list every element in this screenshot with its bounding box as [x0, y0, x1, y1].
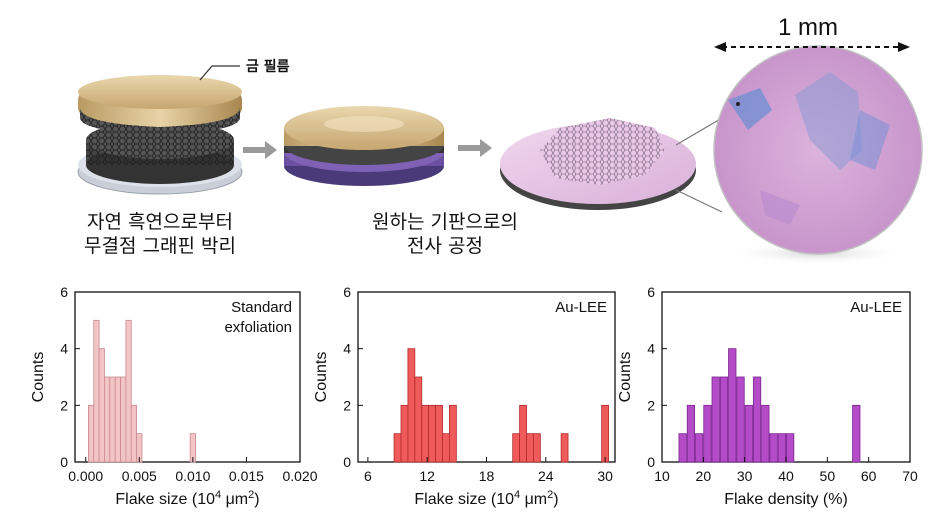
histogram-bar — [533, 433, 541, 463]
histogram-bar — [786, 433, 795, 463]
x-tick-label: 0.010 — [175, 468, 210, 484]
histogram-bar — [703, 404, 712, 463]
histogram-bar — [744, 404, 753, 463]
histogram-bar — [736, 376, 745, 463]
y-axis-label: Counts — [617, 352, 634, 403]
y-axis-label: Counts — [30, 352, 47, 403]
histogram-bar — [519, 404, 527, 463]
y-tick-label: 4 — [647, 341, 655, 357]
step2-caption-line2: 전사 공정 — [407, 235, 483, 257]
histogram-bar — [435, 404, 443, 463]
histogram-bar — [87, 404, 95, 463]
process-illustration — [77, 42, 923, 265]
histogram-bar — [686, 404, 696, 463]
histogram-bar — [752, 376, 762, 463]
step2-caption: 원하는 기판으로의 전사 공정 — [325, 210, 565, 258]
x-tick-label: 0.015 — [229, 468, 264, 484]
chart-annotation: Standard — [231, 299, 292, 316]
x-tick-label: 30 — [737, 468, 753, 484]
histogram-bar — [512, 433, 521, 463]
y-tick-label: 0 — [647, 454, 655, 470]
histogram-bar — [109, 376, 116, 463]
y-tick-label: 2 — [343, 397, 351, 413]
y-tick-label: 4 — [60, 341, 68, 357]
x-tick-label: 24 — [538, 468, 554, 484]
y-axis-label: Counts — [313, 352, 330, 403]
histogram-bar — [442, 433, 450, 463]
x-tick-label: 20 — [696, 468, 712, 484]
y-tick-label: 6 — [647, 284, 655, 300]
x-tick-label: 60 — [861, 468, 877, 484]
x-tick-label: 10 — [654, 468, 670, 484]
plot-frame — [74, 291, 301, 463]
histogram-bar — [728, 348, 737, 463]
graphite-exfoliation-illustration — [77, 65, 243, 195]
y-tick-label: 6 — [60, 284, 68, 300]
histogram-bar — [678, 433, 687, 463]
y-tick-label: 2 — [647, 397, 655, 413]
process-arrow-1 — [243, 141, 277, 159]
wafer-with-graphene-illustration — [500, 118, 696, 210]
x-tick-label: 40 — [778, 468, 794, 484]
x-tick-label: 70 — [902, 468, 918, 484]
histogram-bar — [414, 376, 423, 463]
histogram-bar — [719, 376, 729, 463]
histogram-bar — [428, 404, 436, 463]
x-tick-label: 6 — [364, 468, 372, 484]
x-axis-label: Flake size (104 μm2) — [414, 489, 558, 508]
x-tick-label: 50 — [820, 468, 836, 484]
x-tick-label: 12 — [419, 468, 435, 484]
histogram-bar — [852, 404, 861, 463]
step1-caption-line1: 자연 흑연으로부터 — [87, 211, 233, 233]
x-tick-label: 30 — [597, 468, 613, 484]
step1-caption-line2: 무결점 그래핀 박리 — [84, 235, 236, 257]
histogram-bar — [769, 433, 778, 463]
gold-transfer-stack-illustration — [284, 106, 444, 186]
chart-annotation: exfoliation — [224, 319, 292, 336]
histogram-bar — [407, 348, 416, 463]
optical-micrograph-image — [713, 45, 923, 265]
scale-bar — [714, 42, 910, 52]
histogram-bar — [601, 404, 609, 463]
histogram-bar — [393, 433, 402, 463]
histogram-bar — [711, 376, 720, 463]
y-tick-label: 0 — [343, 454, 351, 470]
histogram-bar — [560, 433, 569, 463]
y-tick-label: 2 — [60, 397, 68, 413]
x-tick-label: 18 — [479, 468, 495, 484]
y-tick-label: 4 — [343, 341, 351, 357]
histogram-bar — [761, 404, 770, 463]
x-tick-label: 0.005 — [122, 468, 157, 484]
y-tick-label: 6 — [343, 284, 351, 300]
histogram-bar — [98, 348, 105, 463]
chart-annotation: Au-LEE — [850, 299, 902, 316]
histogram-1: 0 2 4 6 0.000 0.005 0.010 0.015 0.020 Counts Flake… — [30, 284, 318, 508]
histogram-bar — [695, 433, 704, 463]
histogram-bar — [104, 376, 111, 463]
gold-film-label: 금 필름 — [246, 59, 290, 75]
histogram-bar — [114, 376, 121, 463]
chart-annotation: Au-LEE — [555, 299, 607, 316]
histogram-bar — [421, 404, 430, 463]
histogram-bar — [449, 404, 457, 463]
x-axis-label: Flake density (%) — [724, 491, 848, 508]
scale-bar-label: 1 mm — [778, 14, 838, 41]
x-tick-label: 0.020 — [282, 468, 317, 484]
histogram-bar — [400, 404, 409, 463]
histogram-bar — [130, 404, 138, 463]
histogram-bar — [777, 433, 786, 463]
histogram-bar — [120, 376, 127, 463]
step1-caption: 자연 흑연으로부터 무결점 그래핀 박리 — [40, 210, 280, 258]
x-axis-label: Flake size (104 μm2) — [115, 489, 259, 508]
process-arrow-2 — [458, 139, 492, 157]
histogram-bar — [125, 319, 132, 463]
histogram-3: 0 2 4 6 10 20 30 40 50 60 70 Counts Flake density (%… — [617, 284, 918, 508]
y-tick-label: 0 — [60, 454, 68, 470]
histogram-bar — [526, 433, 534, 463]
histogram-bar — [93, 319, 100, 463]
x-tick-label: 0.000 — [68, 468, 103, 484]
step2-caption-line1: 원하는 기판으로의 — [372, 211, 518, 233]
